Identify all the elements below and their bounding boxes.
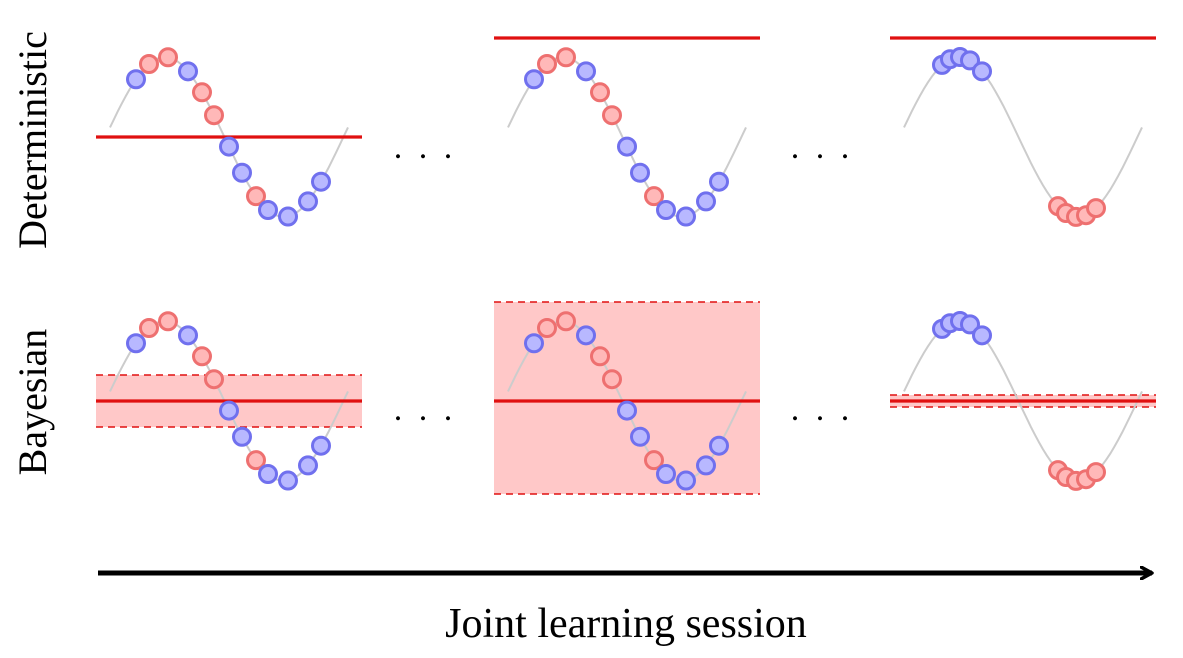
bayesian-stage2-point-4	[576, 325, 596, 346]
bayesian-stage2-point-6	[602, 369, 622, 390]
ellipsis-bottom-1: . . .	[394, 391, 457, 428]
deterministic-stage1-point-6	[204, 105, 224, 126]
bayesian-stage2-point-12	[696, 455, 716, 476]
bayesian-stage3-point-4	[960, 314, 980, 335]
deterministic-stage2-point-4	[576, 61, 596, 82]
bayesian-stage2-point-3	[556, 311, 576, 332]
axis-caption: Joint learning session	[445, 601, 807, 647]
bayesian-stage1-point-5	[192, 346, 212, 367]
bayesian-stage2-point-13	[709, 435, 729, 456]
deterministic-stage1-point-11	[278, 206, 298, 227]
ellipsis-bottom-2: . . .	[791, 391, 854, 428]
deterministic-stage1-point-4	[178, 61, 198, 82]
bayesian-stage1-point-3	[158, 311, 178, 332]
deterministic-stage1-point-8	[232, 162, 252, 183]
deterministic-stage1-point-9	[246, 186, 266, 207]
bayesian-stage1-point-12	[298, 455, 318, 476]
deterministic-stage2-point-5	[590, 82, 610, 103]
deterministic-stage1-point-7	[219, 136, 239, 157]
bayesian-stage3-point-10	[1086, 462, 1106, 483]
deterministic-stage2-point-13	[709, 171, 729, 192]
deterministic-stage3-point-5	[972, 61, 992, 82]
bayesian-stage1-point-11	[278, 470, 298, 491]
bayesian-stage2-point-11	[676, 470, 696, 491]
deterministic-stage2-point-8	[630, 162, 650, 183]
deterministic-stage2-point-12	[696, 191, 716, 212]
bayesian-stage1-point-1	[126, 333, 146, 354]
bayesian-stage2-point-9	[644, 450, 664, 471]
deterministic-stage1-point-10	[258, 200, 278, 221]
bayesian-stage1-point-13	[311, 435, 331, 456]
panels	[96, 36, 1156, 495]
deterministic-stage3-curve	[903, 55, 1143, 219]
deterministic-stage3-point-4	[960, 50, 980, 71]
deterministic-stage2-point-7	[617, 136, 637, 157]
deterministic-stage2-point-10	[656, 200, 676, 221]
bayesian-stage1-point-8	[232, 426, 252, 447]
deterministic-stage3-point-10	[1086, 198, 1106, 219]
bayesian-stage1-point-6	[204, 369, 224, 390]
bayesian-stage1-point-10	[258, 464, 278, 485]
bayesian-stage2-point-5	[590, 346, 610, 367]
deterministic-stage1-point-1	[126, 69, 146, 90]
deterministic-stage2-point-1	[524, 69, 544, 90]
deterministic-stage2-point-2	[537, 53, 557, 74]
bayesian-stage2-point-1	[524, 333, 544, 354]
bayesian-stage2-point-7	[617, 400, 637, 421]
row-label-bayesian: Bayesian	[10, 329, 55, 476]
bayesian-stage3-point-5	[972, 325, 992, 346]
deterministic-stage1-point-3	[158, 47, 178, 68]
bayesian-stage2-point-10	[656, 464, 676, 485]
bayesian-stage1-point-9	[246, 450, 266, 471]
bayesian-stage2-point-2	[537, 317, 557, 338]
bayesian-stage2-uncertainty-band	[494, 302, 760, 494]
deterministic-stage1-point-2	[139, 53, 159, 74]
bayesian-stage1-point-2	[139, 317, 159, 338]
deterministic-stage1-point-5	[192, 82, 212, 103]
ellipsis-top-2: . . .	[791, 129, 854, 166]
deterministic-stage2-point-6	[602, 105, 622, 126]
bayesian-stage1-point-4	[178, 325, 198, 346]
deterministic-stage1-point-13	[311, 171, 331, 192]
ellipsis-top-1: . . .	[394, 129, 457, 166]
row-label-deterministic: Deterministic	[10, 31, 55, 249]
bayesian-stage2-point-8	[630, 426, 650, 447]
deterministic-stage2-point-11	[676, 206, 696, 227]
deterministic-stage1-point-12	[298, 191, 318, 212]
deterministic-stage2-point-9	[644, 186, 664, 207]
bayesian-stage1-point-7	[219, 400, 239, 421]
deterministic-stage2-point-3	[556, 47, 576, 68]
